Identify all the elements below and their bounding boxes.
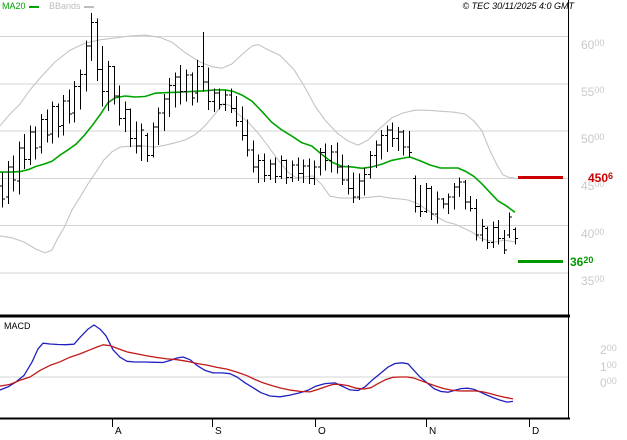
- ma20-line: [0, 89, 516, 213]
- macd-axis-label-000: 000: [600, 376, 617, 390]
- ohlc-bars: [0, 12, 518, 254]
- bb-upper-line: [0, 34, 516, 179]
- macd-axis-label-100: 100: [600, 359, 617, 374]
- price-axis-label-5000: 5000: [581, 132, 605, 146]
- month-label-O: O: [318, 426, 326, 437]
- legend-item-bbands: BBands: [49, 1, 94, 11]
- resistance-level-label: 4506: [588, 170, 614, 185]
- macd-axis-label-200: 200: [600, 343, 617, 357]
- copyright-text: © TEC 30/11/2025 4:0 GMT: [462, 1, 574, 11]
- bb-lower-line: [0, 103, 516, 254]
- chart-frame: [0, 0, 570, 427]
- chart-legend: MA20 BBands: [2, 1, 102, 12]
- bbands-line-swatch-icon: [83, 5, 94, 8]
- legend-item-ma20: MA20: [2, 1, 41, 11]
- legend-bbands-label: BBands: [49, 1, 81, 11]
- price-axis-label-4000: 4000: [581, 226, 605, 241]
- legend-ma20-label: MA20: [2, 1, 26, 11]
- macd-signal-line: [0, 344, 514, 400]
- price-axis-label-5500: 5500: [581, 84, 605, 99]
- support-level-label: 3620: [570, 255, 594, 270]
- month-label-S: S: [215, 426, 222, 437]
- macd-plot: [0, 324, 514, 403]
- price-axis-label-4500: 4500: [581, 179, 605, 194]
- month-label-D: D: [532, 426, 540, 437]
- level-lines: [518, 176, 563, 263]
- month-label-N: N: [429, 426, 437, 437]
- price-axis-label-3500: 3500: [581, 273, 605, 288]
- macd-panel-label: MACD: [4, 321, 31, 331]
- macd-line: [0, 324, 514, 403]
- price-gridlines: [0, 36, 568, 378]
- price-axis-label-6000: 6000: [581, 37, 605, 52]
- ma20-line-swatch-icon: [28, 5, 39, 8]
- price-plot: [0, 12, 518, 254]
- month-label-A: A: [115, 426, 122, 437]
